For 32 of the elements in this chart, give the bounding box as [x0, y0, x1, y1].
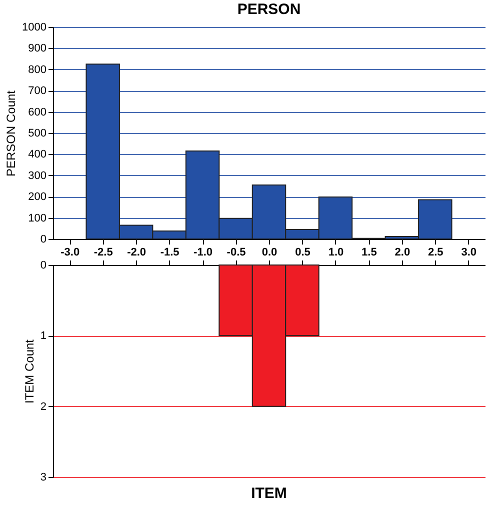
y-tick-label: 400 [28, 148, 46, 161]
x-tick-label: -3.0 [60, 246, 80, 258]
text: ITEM [251, 485, 287, 502]
y-tick-label: 1 [40, 330, 46, 342]
y-tick-label: 1000 [22, 22, 46, 34]
x-tick-label: 0.5 [295, 246, 310, 258]
x-tick-label: 3.0 [461, 246, 477, 258]
y-tick-label: 800 [28, 64, 46, 76]
y-axis-title: PERSON Count [4, 90, 18, 177]
y-tick-label: 300 [28, 170, 46, 182]
chart-title: PERSON [237, 1, 301, 18]
y-tick-label: 2 [40, 400, 46, 413]
x-tick-label: 0.0 [262, 246, 278, 258]
y-tick-label: 3 [40, 472, 46, 484]
y-tick-label: 900 [28, 42, 46, 55]
x-tick-label: -0.5 [226, 246, 246, 258]
y-tick-label: 100 [28, 212, 46, 224]
x-tick-label: 1.0 [328, 246, 344, 258]
x-tick-label: 2.0 [394, 246, 410, 258]
x-tick-label: -2.5 [94, 246, 113, 258]
x-tick-label: -2.0 [127, 246, 146, 258]
y-tick-label: 700 [28, 85, 46, 98]
y-tick-label: 0 [40, 260, 46, 272]
x-tick-label: 1.5 [362, 246, 377, 258]
y-tick-label: 0 [40, 234, 46, 246]
x-tick-label: -1.0 [194, 246, 213, 258]
y-tick-label: 500 [28, 128, 46, 140]
y-tick-label: 200 [28, 191, 46, 204]
y-tick-label: 600 [28, 106, 46, 118]
x-tick-label: 2.5 [428, 246, 444, 258]
x-tick-label: -1.5 [160, 246, 180, 258]
y-axis-title: ITEM Count [22, 338, 36, 404]
